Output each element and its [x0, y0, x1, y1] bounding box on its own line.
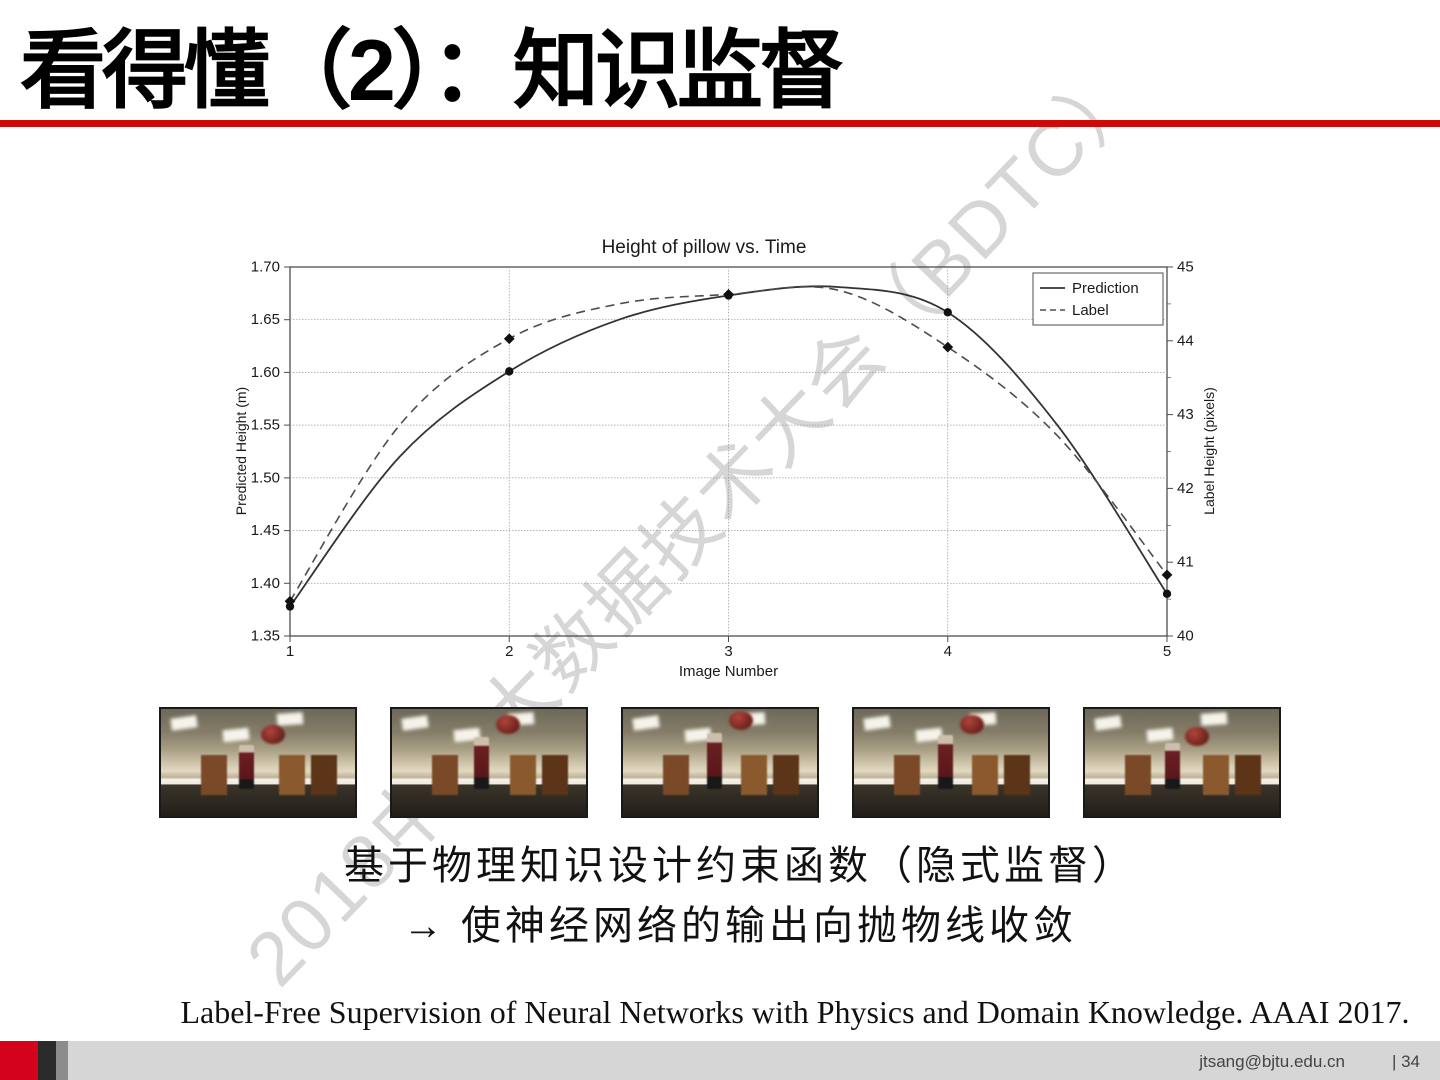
- svg-text:Height of pillow vs. Time: Height of pillow vs. Time: [602, 237, 807, 258]
- svg-text:44: 44: [1177, 332, 1194, 349]
- svg-text:3: 3: [724, 643, 732, 660]
- svg-text:1: 1: [286, 643, 294, 660]
- svg-text:5: 5: [1163, 643, 1171, 660]
- svg-text:41: 41: [1177, 554, 1194, 571]
- svg-text:4: 4: [944, 643, 952, 660]
- svg-text:1.35: 1.35: [251, 628, 280, 645]
- svg-text:1.50: 1.50: [251, 469, 280, 486]
- svg-text:45: 45: [1177, 259, 1194, 276]
- svg-text:Image Number: Image Number: [679, 663, 778, 680]
- svg-text:1.70: 1.70: [251, 259, 280, 276]
- svg-text:1.55: 1.55: [251, 417, 280, 434]
- svg-text:Predicted Height (m): Predicted Height (m): [233, 387, 249, 515]
- svg-text:1.60: 1.60: [251, 364, 280, 381]
- svg-text:1.40: 1.40: [251, 575, 280, 592]
- svg-text:40: 40: [1177, 628, 1194, 645]
- svg-text:2: 2: [505, 643, 513, 660]
- svg-text:1.45: 1.45: [251, 522, 280, 539]
- svg-text:Label Height (pixels): Label Height (pixels): [1201, 387, 1217, 515]
- svg-text:1.65: 1.65: [251, 311, 280, 328]
- svg-text:42: 42: [1177, 480, 1194, 497]
- svg-text:Label: Label: [1072, 302, 1109, 319]
- svg-text:Prediction: Prediction: [1072, 280, 1139, 297]
- svg-text:43: 43: [1177, 406, 1194, 423]
